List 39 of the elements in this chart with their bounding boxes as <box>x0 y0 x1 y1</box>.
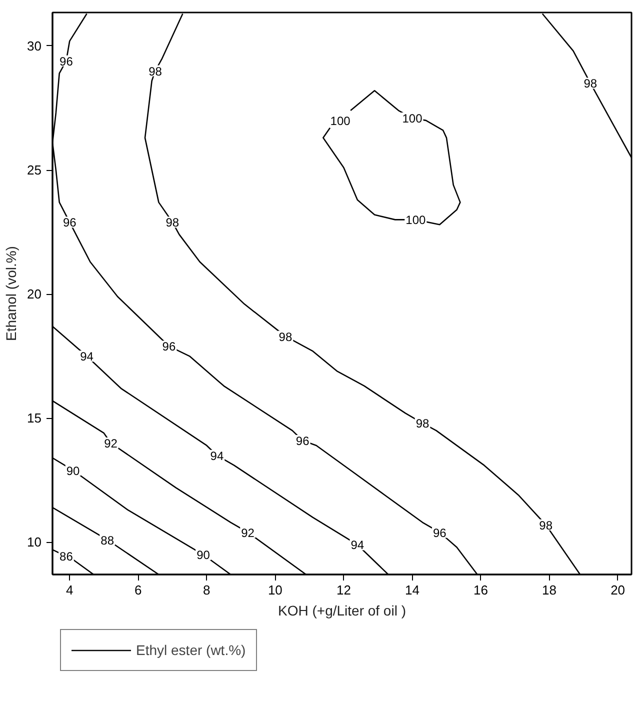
annotation: 90 <box>66 464 80 478</box>
annotation: 98 <box>278 330 292 344</box>
x-axis-title: KOH (+g/Liter of oil ) <box>278 602 406 618</box>
x-tick-label: 4 <box>66 582 74 598</box>
annotation: 88 <box>100 533 114 548</box>
annotation: 86 <box>60 549 74 564</box>
x-tick-label: 16 <box>474 582 488 598</box>
annotation: 94 <box>210 448 224 463</box>
annotation: 90 <box>196 548 210 562</box>
x-tick-label: 18 <box>542 582 557 598</box>
annotation: 96 <box>296 434 310 448</box>
y-tick-label: 15 <box>27 410 42 426</box>
annotation: 98 <box>148 64 162 78</box>
legend-label: Ethyl ester (wt.%) <box>136 642 246 658</box>
x-tick-label: 20 <box>610 582 626 598</box>
annotation: 96 <box>60 54 74 68</box>
annotation: 94 <box>350 538 364 552</box>
x-tick-label: 12 <box>336 582 351 598</box>
y-axis-title: Ethanol (vol.%) <box>3 246 20 341</box>
annotation: 94 <box>80 350 94 364</box>
x-tick-label: 8 <box>203 582 210 598</box>
annotation: 96 <box>162 340 176 354</box>
line-series <box>322 90 461 226</box>
y-tick-label: 20 <box>27 286 42 302</box>
y-tick-label: 10 <box>27 534 42 550</box>
annotation: 92 <box>104 436 118 450</box>
y-tick-label: 30 <box>27 38 42 54</box>
x-tick-label: 10 <box>268 582 282 598</box>
annotation: 96 <box>62 216 77 230</box>
annotation: 100 <box>330 114 351 128</box>
annotation: 98 <box>584 76 598 91</box>
y-tick-label: 25 <box>27 162 42 178</box>
annotation: 96 <box>432 526 447 540</box>
annotation: 92 <box>241 526 255 540</box>
annotation: 98 <box>416 416 430 431</box>
x-tick-label: 6 <box>134 582 142 598</box>
annotation: 98 <box>539 518 553 532</box>
annotation: 98 <box>166 216 180 230</box>
x-tick-label: 14 <box>405 582 420 598</box>
